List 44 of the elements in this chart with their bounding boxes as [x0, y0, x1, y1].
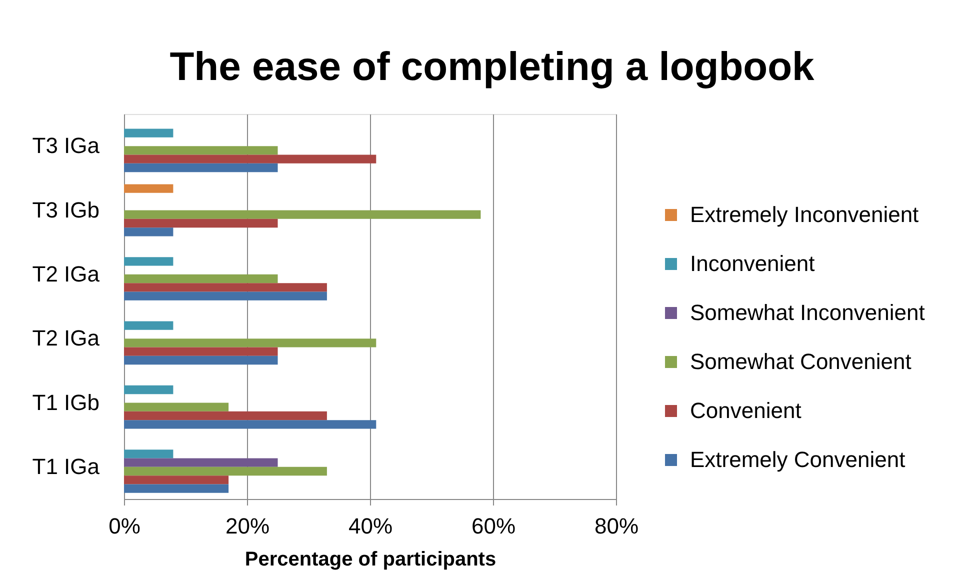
bar [124, 184, 174, 193]
bar [124, 347, 278, 356]
legend-label: Extremely Convenient [690, 447, 906, 472]
y-tick-label: T3 IGa [32, 133, 100, 158]
bar [124, 411, 327, 420]
bar [124, 484, 229, 493]
bar [124, 218, 278, 228]
bar [124, 228, 174, 236]
legend-label: Convenient [690, 398, 802, 423]
x-tick-label: 80% [594, 514, 639, 538]
bar [124, 292, 327, 300]
bar [124, 274, 278, 284]
y-tick-label: T2 IGa [32, 326, 100, 351]
y-tick-label: T1 IGa [32, 454, 100, 479]
bar [124, 450, 174, 458]
bar [124, 154, 376, 164]
bar [124, 210, 481, 219]
x-tick-label: 40% [348, 514, 393, 538]
bar [124, 356, 278, 365]
bar [124, 283, 327, 292]
bar [124, 163, 278, 172]
bar [124, 385, 174, 394]
x-tick-label: 60% [471, 514, 516, 538]
bar [124, 338, 376, 348]
y-tick-label: T3 IGb [32, 197, 100, 222]
bar [124, 466, 327, 476]
y-tick-label: T2 IGa [32, 261, 100, 286]
x-tick-label: 20% [225, 514, 270, 538]
x-axis-title: Percentage of participants [244, 548, 496, 570]
x-tick-label: 0% [108, 514, 140, 538]
y-tick-label: T1 IGb [32, 390, 100, 415]
bar [124, 420, 376, 429]
bar [124, 458, 278, 467]
bar [124, 321, 174, 330]
bar [124, 476, 229, 484]
legend-label: Somewhat Convenient [690, 349, 912, 374]
chart-title: The ease of completing a logbook [170, 45, 816, 89]
legend-label: Extremely Inconvenient [690, 202, 919, 227]
bar [124, 402, 229, 412]
bar [124, 146, 278, 155]
bar [124, 128, 174, 138]
legend-label: Somewhat Inconvenient [690, 300, 925, 325]
legend-label: Inconvenient [690, 251, 815, 276]
bar [124, 257, 174, 266]
